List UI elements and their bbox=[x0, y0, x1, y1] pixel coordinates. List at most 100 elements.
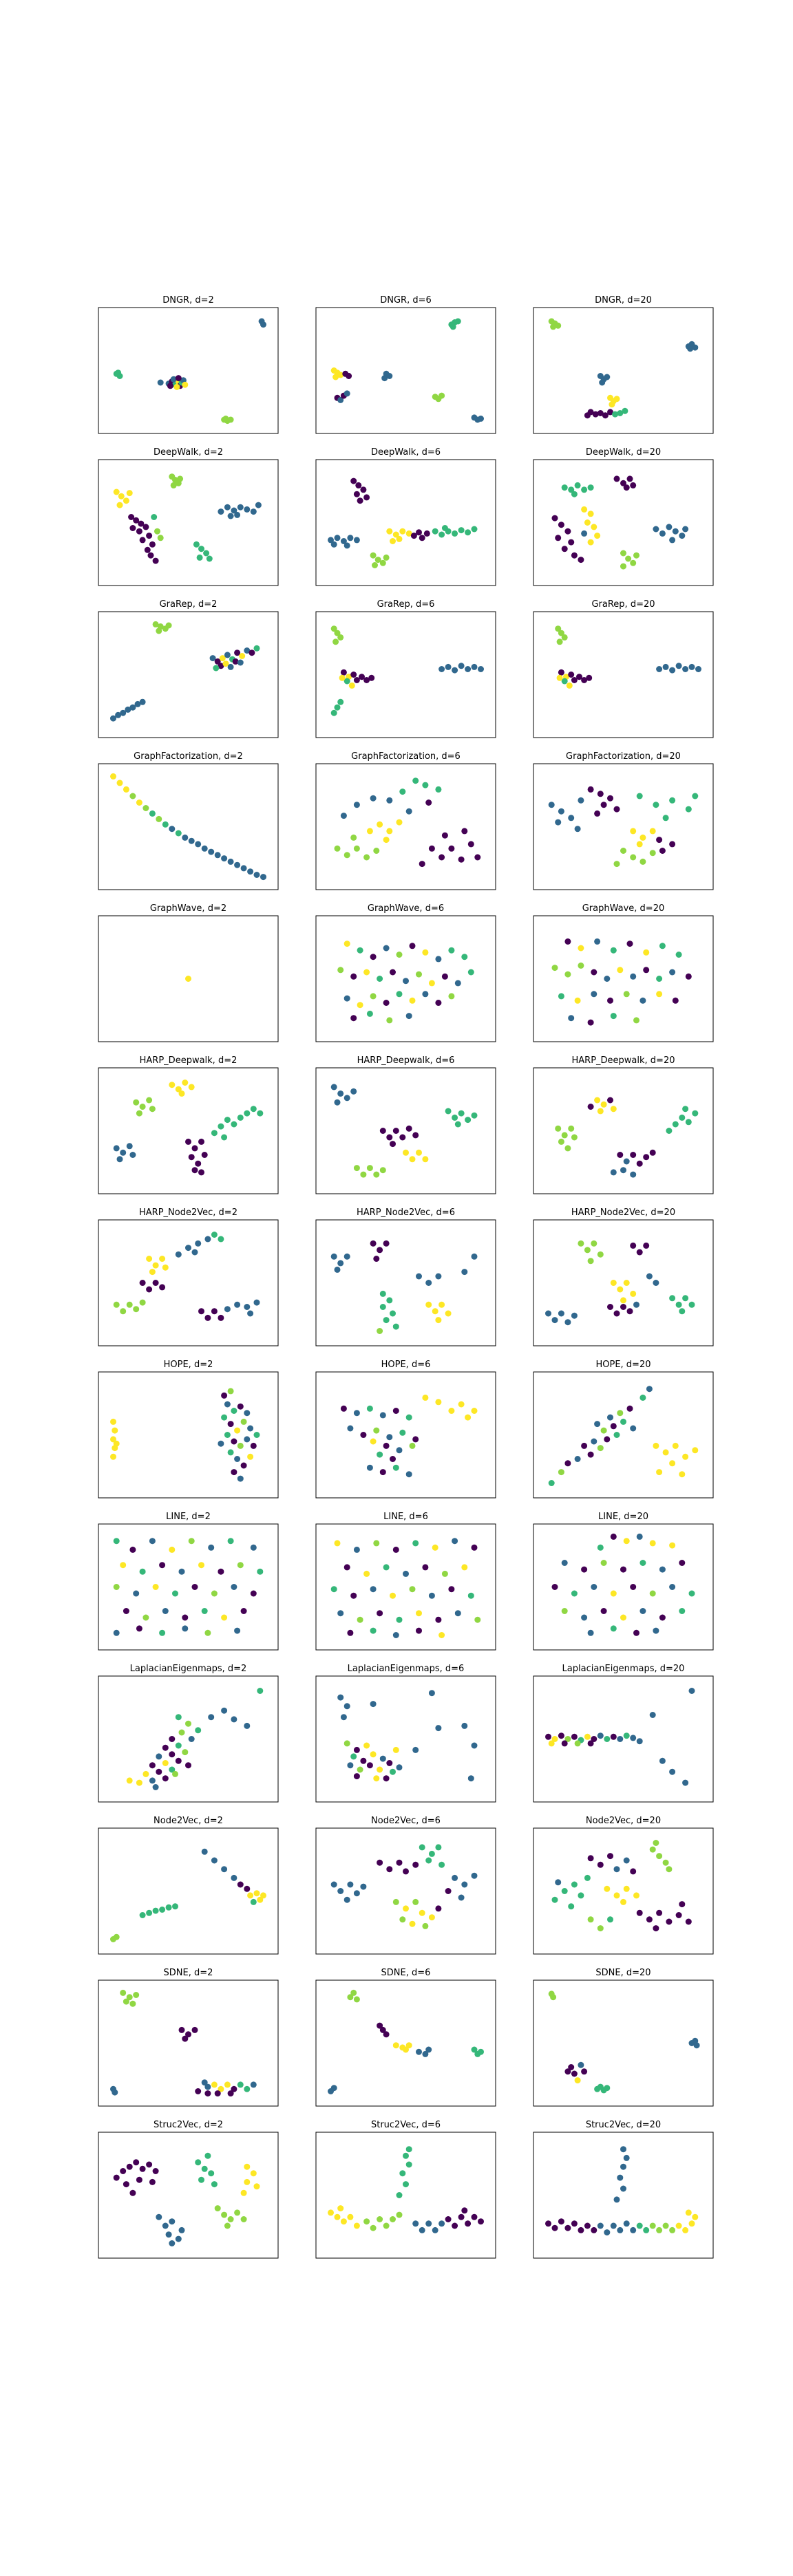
scatter-point bbox=[185, 1138, 191, 1145]
scatter-point bbox=[359, 674, 365, 680]
scatter-point bbox=[237, 659, 244, 666]
scatter-point bbox=[617, 2174, 624, 2181]
scatter-point bbox=[191, 1584, 198, 1590]
scatter-point bbox=[600, 1427, 607, 1434]
scatter-point bbox=[591, 1736, 598, 1742]
scatter-point bbox=[597, 2222, 604, 2229]
scatter-panel: Node2Vec, d=6 bbox=[315, 1816, 496, 1955]
scatter-point bbox=[244, 1885, 251, 1892]
panel-frame bbox=[315, 459, 496, 586]
scatter-point bbox=[591, 969, 598, 976]
scatter-point bbox=[692, 344, 699, 351]
scatter-point bbox=[211, 2081, 218, 2088]
scatter-point bbox=[240, 1418, 247, 1425]
scatter-point bbox=[152, 1784, 159, 1790]
scatter-point bbox=[355, 482, 362, 489]
scatter-point bbox=[208, 2170, 215, 2177]
scatter-point bbox=[343, 542, 350, 549]
scatter-point bbox=[692, 1447, 699, 1454]
scatter-point bbox=[339, 674, 346, 681]
scatter-point bbox=[250, 2170, 257, 2177]
scatter-point bbox=[337, 967, 344, 974]
scatter-point bbox=[213, 665, 220, 672]
scatter-point bbox=[383, 1240, 390, 1247]
scatter-point bbox=[467, 841, 474, 848]
scatter-point bbox=[227, 663, 234, 670]
scatter-point bbox=[564, 938, 571, 945]
scatter-point bbox=[571, 1590, 578, 1597]
scatter-point bbox=[224, 2222, 231, 2229]
scatter-point bbox=[204, 2090, 211, 2097]
panel-frame bbox=[533, 763, 714, 890]
scatter-point bbox=[357, 1002, 363, 1009]
scatter-point bbox=[175, 2235, 182, 2242]
scatter-point bbox=[211, 1130, 218, 1137]
panel-title: GraRep, d=2 bbox=[160, 599, 218, 610]
scatter-point bbox=[113, 2174, 120, 2181]
scatter-point bbox=[558, 522, 564, 528]
scatter-point bbox=[334, 845, 341, 852]
scatter-panel: DeepWalk, d=20 bbox=[533, 447, 714, 586]
scatter-point bbox=[607, 795, 613, 802]
scatter-point bbox=[597, 791, 604, 797]
scatter-point bbox=[609, 401, 615, 408]
scatter-point bbox=[129, 525, 136, 531]
scatter-point bbox=[162, 2222, 169, 2229]
scatter-point bbox=[636, 793, 643, 799]
scatter-point bbox=[218, 1440, 224, 1447]
panel-title: HOPE, d=20 bbox=[595, 1360, 651, 1370]
scatter-point bbox=[386, 1866, 393, 1873]
scatter-point bbox=[113, 1933, 120, 1940]
scatter-point bbox=[555, 1125, 562, 1132]
scatter-point bbox=[568, 672, 575, 678]
panel-frame bbox=[315, 1371, 496, 1499]
scatter-point bbox=[425, 799, 432, 806]
scatter-point bbox=[227, 1388, 234, 1395]
scatter-point bbox=[383, 1564, 390, 1571]
scatter-point bbox=[169, 1546, 176, 1553]
scatter-point bbox=[474, 854, 481, 861]
scatter-point bbox=[188, 1154, 195, 1161]
scatter-point bbox=[204, 1314, 211, 1321]
scatter-point bbox=[620, 1297, 626, 1304]
scatter-point bbox=[227, 513, 234, 519]
scatter-point bbox=[144, 546, 151, 553]
scatter-point bbox=[571, 1134, 578, 1141]
panel-title: LaplacianEigenmaps, d=6 bbox=[348, 1664, 465, 1674]
scatter-point bbox=[377, 1766, 383, 1773]
scatter-point bbox=[574, 1740, 581, 1747]
scatter-point bbox=[343, 995, 350, 1002]
scatter-point bbox=[152, 1584, 159, 1590]
scatter-point bbox=[347, 1425, 354, 1432]
panel-frame bbox=[533, 1219, 714, 1346]
scatter-point bbox=[231, 1408, 237, 1414]
scatter-point bbox=[347, 535, 354, 541]
scatter-point bbox=[438, 1301, 445, 1308]
scatter-point bbox=[399, 1134, 406, 1141]
scatter-point bbox=[649, 1149, 656, 1156]
scatter-point bbox=[441, 832, 448, 839]
scatter-point bbox=[368, 674, 375, 681]
scatter-point bbox=[438, 854, 445, 861]
scatter-point bbox=[191, 1249, 198, 1256]
panel-title: HARP_Deepwalk, d=2 bbox=[140, 1055, 237, 1066]
scatter-point bbox=[643, 967, 650, 974]
scatter-point bbox=[630, 2226, 637, 2233]
scatter-point bbox=[139, 1912, 146, 1918]
scatter-point bbox=[250, 2081, 257, 2088]
scatter-point bbox=[633, 1301, 639, 1308]
scatter-point bbox=[162, 1264, 169, 1271]
scatter-point bbox=[253, 2183, 260, 2190]
scatter-point bbox=[597, 1925, 604, 1932]
panel-frame bbox=[315, 307, 496, 434]
scatter-point bbox=[211, 1232, 218, 1238]
scatter-panel: DeepWalk, d=2 bbox=[98, 447, 279, 586]
scatter-point bbox=[452, 530, 458, 537]
scatter-point bbox=[377, 1859, 383, 1866]
scatter-point bbox=[412, 1436, 419, 1443]
scatter-point bbox=[613, 806, 620, 813]
scatter-point bbox=[234, 1627, 241, 1634]
scatter-point bbox=[454, 318, 461, 325]
scatter-point bbox=[649, 850, 656, 857]
scatter-point bbox=[403, 1868, 409, 1875]
